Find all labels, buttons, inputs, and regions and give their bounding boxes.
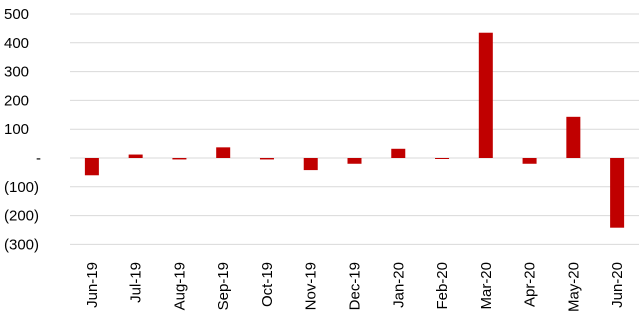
bar-May-20 [566, 116, 581, 158]
bar-Oct-19 [259, 158, 274, 160]
y-tick-label: 200 [4, 92, 29, 109]
y-axis-tick-labels: 500 400 300 200 100- (100) (200) (300) [4, 6, 41, 253]
bar-Mar-20 [478, 32, 493, 158]
y-tick-label: (300) [4, 236, 39, 253]
x-tick-label: Jun-20 [609, 262, 626, 308]
y-tick-label: (100) [4, 179, 39, 196]
y-tick-label: (200) [4, 208, 39, 225]
x-tick-label: May-20 [565, 262, 582, 312]
x-tick-label: Sep-19 [215, 262, 232, 310]
x-tick-label: Aug-19 [171, 262, 188, 310]
bar-Apr-20 [522, 158, 537, 164]
x-tick-label: Jun-19 [84, 262, 101, 308]
bars [84, 32, 625, 228]
x-tick-label: Jan-20 [390, 262, 407, 308]
bar-Aug-19 [172, 158, 187, 160]
x-tick-label: Dec-19 [347, 262, 364, 310]
y-tick-label: - [36, 150, 41, 167]
bar-Jun-19 [84, 158, 99, 176]
x-tick-label: Jul-19 [128, 262, 145, 303]
y-tick-label: 400 [4, 35, 29, 52]
bar-Jun-20 [610, 158, 625, 228]
x-tick-label: Nov-19 [303, 262, 320, 310]
bar-Jul-19 [128, 154, 143, 158]
x-tick-label: Feb-20 [434, 262, 451, 310]
x-tick-label: Mar-20 [478, 262, 495, 310]
bar-Jan-20 [391, 148, 406, 158]
y-tick-label: 100 [4, 121, 29, 138]
x-axis-tick-labels: Jun-19 Jul-19 Aug-19 Sep-19 Oct-19 Nov-19 Dec-… [84, 262, 626, 312]
bar-Dec-19 [347, 158, 362, 164]
bar-Sep-19 [216, 147, 231, 158]
gridlines [70, 13, 639, 245]
x-tick-label: Apr-20 [522, 262, 539, 307]
y-tick-label: 300 [4, 64, 29, 81]
x-tick-label: Oct-19 [259, 262, 276, 307]
bar-Nov-19 [303, 158, 318, 171]
y-tick-label: 500 [4, 6, 29, 23]
bar-Feb-20 [435, 158, 450, 159]
